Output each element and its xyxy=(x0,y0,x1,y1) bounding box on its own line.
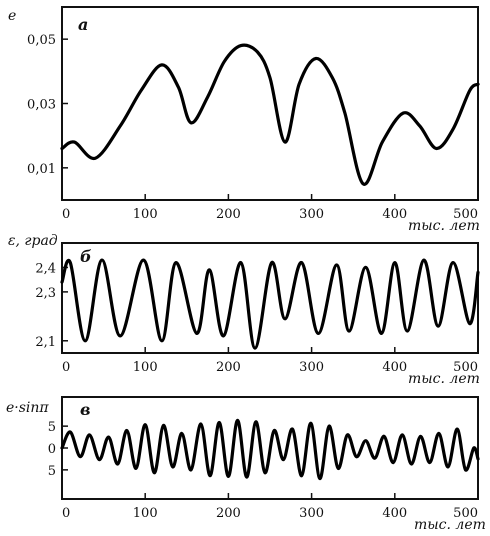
panel-a-x-tick-label: 300 xyxy=(299,207,324,222)
panel-b-x-tick-label: 400 xyxy=(382,360,407,375)
panel-b-y-label: ε, град xyxy=(8,233,58,249)
panel-c-x-tick-label: 500 xyxy=(453,506,478,521)
panel-a-letter: а xyxy=(78,15,88,34)
panel-b-x-tick-label: 500 xyxy=(453,360,478,375)
panel-c: в e·sinπ тыс. лет 505 0 100 200 300 400 500 xyxy=(6,396,486,533)
panel-b-y-ticks: 2,4 2,3 2,1 xyxy=(35,261,68,350)
panel-a-x-tick-label: 0 xyxy=(62,207,70,222)
panel-c-y-tick-label: 5 xyxy=(48,420,56,435)
panel-c-y-label: e·sinπ xyxy=(6,400,49,416)
panel-b-letter: б xyxy=(80,247,92,266)
panel-c-x-label: тыс. лет xyxy=(414,517,486,533)
panel-a-x-tick-label: 100 xyxy=(133,207,158,222)
panel-b-x-tick-label: 100 xyxy=(133,360,158,375)
panel-c-y-tick-label: 5 xyxy=(48,464,56,479)
panel-c-x-tick-label: 100 xyxy=(133,506,158,521)
panel-a-y-label: e xyxy=(8,8,16,24)
panel-b-y-tick-label: 2,1 xyxy=(35,335,56,350)
panel-c-x-tick-label: 400 xyxy=(382,506,407,521)
panel-b-frame xyxy=(61,242,479,354)
panel-c-x-tick-label: 300 xyxy=(299,506,324,521)
panel-a-x-tick-label: 400 xyxy=(382,207,407,222)
panel-c-x-tick-label: 0 xyxy=(62,506,70,521)
panel-b-series-line xyxy=(60,258,480,350)
panel-b-x-tick-label: 200 xyxy=(216,360,241,375)
panel-a-x-tick-label: 500 xyxy=(453,207,478,222)
panel-b: б ε, град тыс. лет 2,4 2,3 2,1 0 100 200 300 4… xyxy=(8,233,480,387)
panel-c-x-ticks: 0 100 200 300 400 500 xyxy=(61,493,479,521)
panel-b-x-tick-label: 300 xyxy=(299,360,324,375)
panel-a-y-tick-label: 0,03 xyxy=(27,98,56,113)
panel-c-letter: в xyxy=(80,400,91,419)
panel-c-y-ticks: 5 0 5 xyxy=(48,420,68,479)
panel-a-x-tick-label: 200 xyxy=(216,207,241,222)
panel-a-y-tick-label: 0,05 xyxy=(27,33,56,48)
panel-b-x-tick-label: 0 xyxy=(62,360,70,375)
panel-b-y-tick-label: 2,4 xyxy=(35,261,56,276)
panel-c-y-tick-label: 0 xyxy=(48,442,56,457)
panel-a-series-line xyxy=(60,43,480,186)
panel-b-x-ticks: 0 100 200 300 400 500 xyxy=(61,347,479,375)
panel-a-x-ticks: 0 100 200 300 400 500 xyxy=(61,194,479,222)
panel-a-x-label: тыс. лет xyxy=(408,218,480,234)
panel-c-series-line xyxy=(60,418,480,481)
panel-a-y-ticks: 0,01 0,03 0,05 xyxy=(27,33,68,177)
panel-b-x-label: тыс. лет xyxy=(408,371,480,387)
panel-b-y-tick-label: 2,3 xyxy=(35,286,56,301)
panel-a-y-tick-label: 0,01 xyxy=(27,162,56,177)
panel-c-x-tick-label: 200 xyxy=(216,506,241,521)
panel-a: а e тыс. лет 0,01 0,03 0,05 0 100 200 300 400 5… xyxy=(8,6,480,234)
panel-a-frame xyxy=(61,6,479,201)
